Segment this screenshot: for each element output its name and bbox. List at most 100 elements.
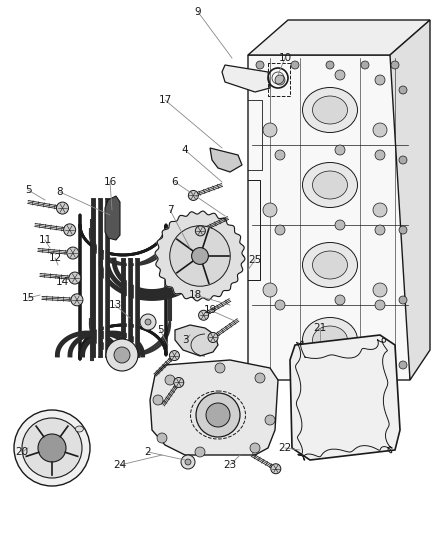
Circle shape	[399, 361, 407, 369]
Text: 2: 2	[145, 447, 151, 457]
Circle shape	[174, 377, 184, 387]
Ellipse shape	[303, 243, 357, 287]
Ellipse shape	[303, 163, 357, 207]
Circle shape	[375, 75, 385, 85]
Text: 23: 23	[223, 460, 237, 470]
Text: 4: 4	[182, 145, 188, 155]
Circle shape	[114, 347, 130, 363]
Text: 9: 9	[194, 7, 201, 17]
Ellipse shape	[303, 318, 357, 362]
Circle shape	[185, 459, 191, 465]
Circle shape	[181, 455, 195, 469]
Circle shape	[275, 150, 285, 160]
Text: 16: 16	[103, 177, 117, 187]
Circle shape	[255, 373, 265, 383]
Circle shape	[71, 294, 83, 306]
Circle shape	[191, 248, 208, 264]
Circle shape	[157, 433, 167, 443]
Circle shape	[275, 300, 285, 310]
Circle shape	[291, 61, 299, 69]
Text: 21: 21	[313, 323, 327, 333]
Polygon shape	[222, 65, 270, 92]
Circle shape	[375, 225, 385, 235]
Text: 19: 19	[203, 305, 217, 315]
Text: 3: 3	[182, 335, 188, 345]
Circle shape	[22, 418, 82, 478]
Circle shape	[208, 333, 218, 343]
Circle shape	[153, 395, 163, 405]
Text: 12: 12	[48, 253, 62, 263]
Text: 25: 25	[248, 255, 261, 265]
Text: 13: 13	[108, 300, 122, 310]
Circle shape	[215, 363, 225, 373]
Circle shape	[256, 61, 264, 69]
Text: 14: 14	[55, 277, 69, 287]
Circle shape	[67, 247, 79, 259]
Circle shape	[250, 443, 260, 453]
Polygon shape	[150, 360, 278, 455]
Polygon shape	[105, 196, 120, 240]
Text: 11: 11	[39, 235, 52, 245]
Circle shape	[206, 403, 230, 427]
Circle shape	[399, 86, 407, 94]
Circle shape	[361, 61, 369, 69]
Circle shape	[335, 220, 345, 230]
Text: 15: 15	[21, 293, 35, 303]
Circle shape	[263, 283, 277, 297]
Circle shape	[69, 272, 81, 284]
Circle shape	[375, 150, 385, 160]
Polygon shape	[155, 211, 245, 301]
Circle shape	[265, 415, 275, 425]
Text: 8: 8	[57, 187, 64, 197]
Circle shape	[271, 464, 281, 474]
Text: 7: 7	[167, 205, 173, 215]
Polygon shape	[175, 325, 218, 356]
Circle shape	[263, 123, 277, 137]
Polygon shape	[248, 55, 410, 380]
Circle shape	[57, 202, 68, 214]
Circle shape	[170, 226, 230, 286]
Ellipse shape	[303, 87, 357, 133]
Circle shape	[399, 296, 407, 304]
Ellipse shape	[312, 96, 347, 124]
Ellipse shape	[312, 326, 347, 354]
Circle shape	[335, 70, 345, 80]
Circle shape	[188, 190, 198, 200]
Text: 22: 22	[279, 443, 292, 453]
Polygon shape	[210, 148, 242, 172]
Text: 24: 24	[113, 460, 127, 470]
Circle shape	[263, 203, 277, 217]
Circle shape	[373, 283, 387, 297]
Circle shape	[170, 351, 180, 360]
Circle shape	[106, 339, 138, 371]
Polygon shape	[290, 335, 400, 460]
Ellipse shape	[312, 251, 347, 279]
Circle shape	[373, 203, 387, 217]
Circle shape	[335, 295, 345, 305]
Circle shape	[399, 226, 407, 234]
Polygon shape	[248, 20, 430, 55]
Circle shape	[335, 145, 345, 155]
Circle shape	[399, 156, 407, 164]
Text: 5: 5	[157, 325, 163, 335]
Ellipse shape	[312, 171, 347, 199]
Text: 18: 18	[188, 290, 201, 300]
Ellipse shape	[75, 426, 83, 432]
Circle shape	[326, 61, 334, 69]
Circle shape	[195, 226, 205, 236]
Circle shape	[373, 123, 387, 137]
Circle shape	[140, 314, 156, 330]
Circle shape	[145, 319, 151, 325]
Circle shape	[275, 75, 285, 85]
Circle shape	[198, 310, 208, 320]
Circle shape	[64, 224, 76, 236]
Circle shape	[38, 434, 66, 462]
Text: 17: 17	[159, 95, 172, 105]
Circle shape	[196, 393, 240, 437]
Text: 5: 5	[25, 185, 31, 195]
Text: 6: 6	[172, 177, 178, 187]
Circle shape	[195, 447, 205, 457]
Circle shape	[14, 410, 90, 486]
Circle shape	[391, 61, 399, 69]
Circle shape	[165, 375, 175, 385]
